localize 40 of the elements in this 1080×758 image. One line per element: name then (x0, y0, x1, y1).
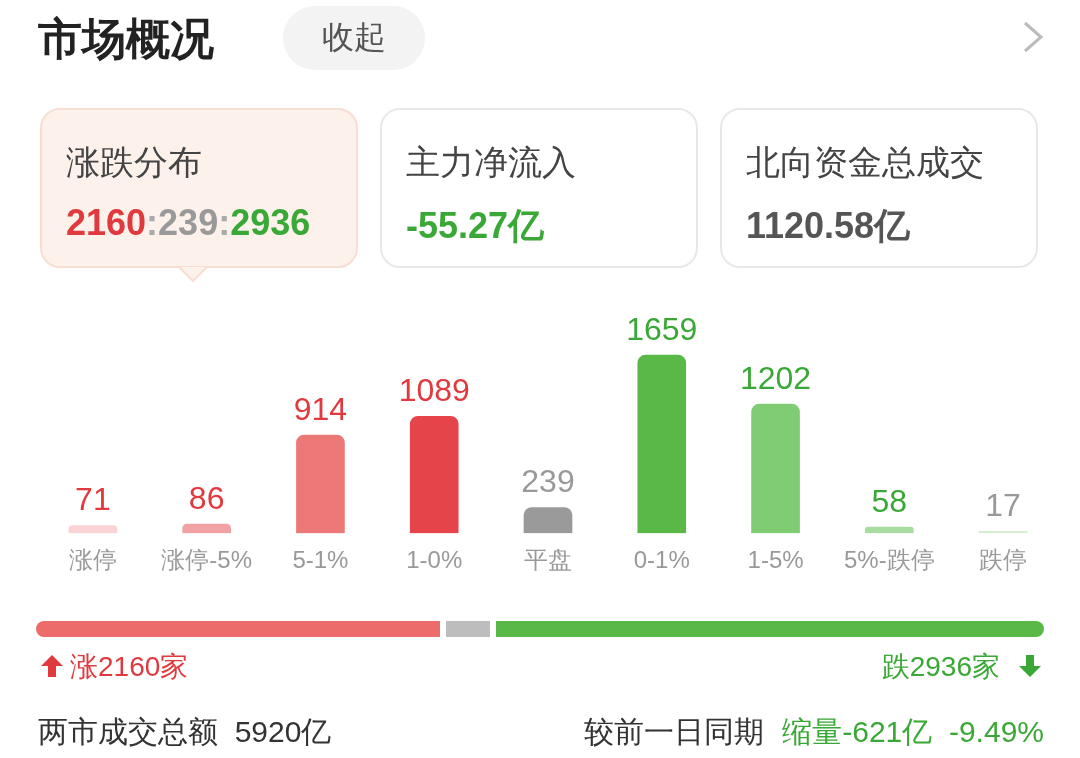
x-tick-label: 涨停-5% (161, 546, 253, 574)
data-label: 1089 (398, 372, 470, 409)
x-tick-label: 跌停 (979, 546, 1028, 574)
data-label: 1202 (739, 360, 812, 397)
text: -55.27亿 (406, 204, 545, 248)
bar (865, 526, 914, 534)
bar (409, 415, 459, 534)
x-tick-label: 平盘 (524, 546, 572, 574)
chart-title: 市场概况 (38, 13, 214, 65)
text: 两市成交总额 5920亿 (38, 714, 332, 750)
x-tick-label: 1-0% (406, 546, 463, 574)
data-label: 17 (985, 487, 1021, 524)
x-tick-label: 5-1% (292, 546, 349, 574)
x-tick-label: 5%-跌停 (843, 546, 935, 574)
bar (978, 531, 1028, 534)
text: 跌2936家 (881, 650, 1000, 684)
data-label: 71 (75, 481, 111, 518)
bar (182, 523, 231, 534)
text: 收起 (283, 6, 425, 70)
x-tick-label: 1-5% (747, 546, 804, 574)
text: 较前一日同期 (584, 715, 765, 748)
data-label: 58 (871, 482, 908, 519)
x-tick-label: 0-1% (633, 546, 690, 574)
text: 主力净流入 (406, 142, 576, 183)
data-label: 239 (521, 463, 575, 500)
data-label: 1659 (626, 310, 698, 347)
data-label: 86 (188, 479, 225, 516)
text: 2160:239:2936 (66, 202, 311, 243)
x-tick-label: 涨停 (68, 546, 117, 574)
data-label: 914 (293, 390, 348, 427)
bar (751, 403, 800, 534)
bar (68, 525, 118, 534)
bar (296, 434, 345, 534)
text: 涨2160家 (70, 650, 189, 684)
text: 缩量-621亿 -9.49% (782, 715, 1044, 748)
text: 涨跌分布 (66, 142, 202, 183)
bar (637, 354, 687, 534)
bar (523, 507, 573, 534)
text: 北向资金总成交 (746, 142, 984, 183)
text: 1120.58亿 (746, 204, 911, 248)
